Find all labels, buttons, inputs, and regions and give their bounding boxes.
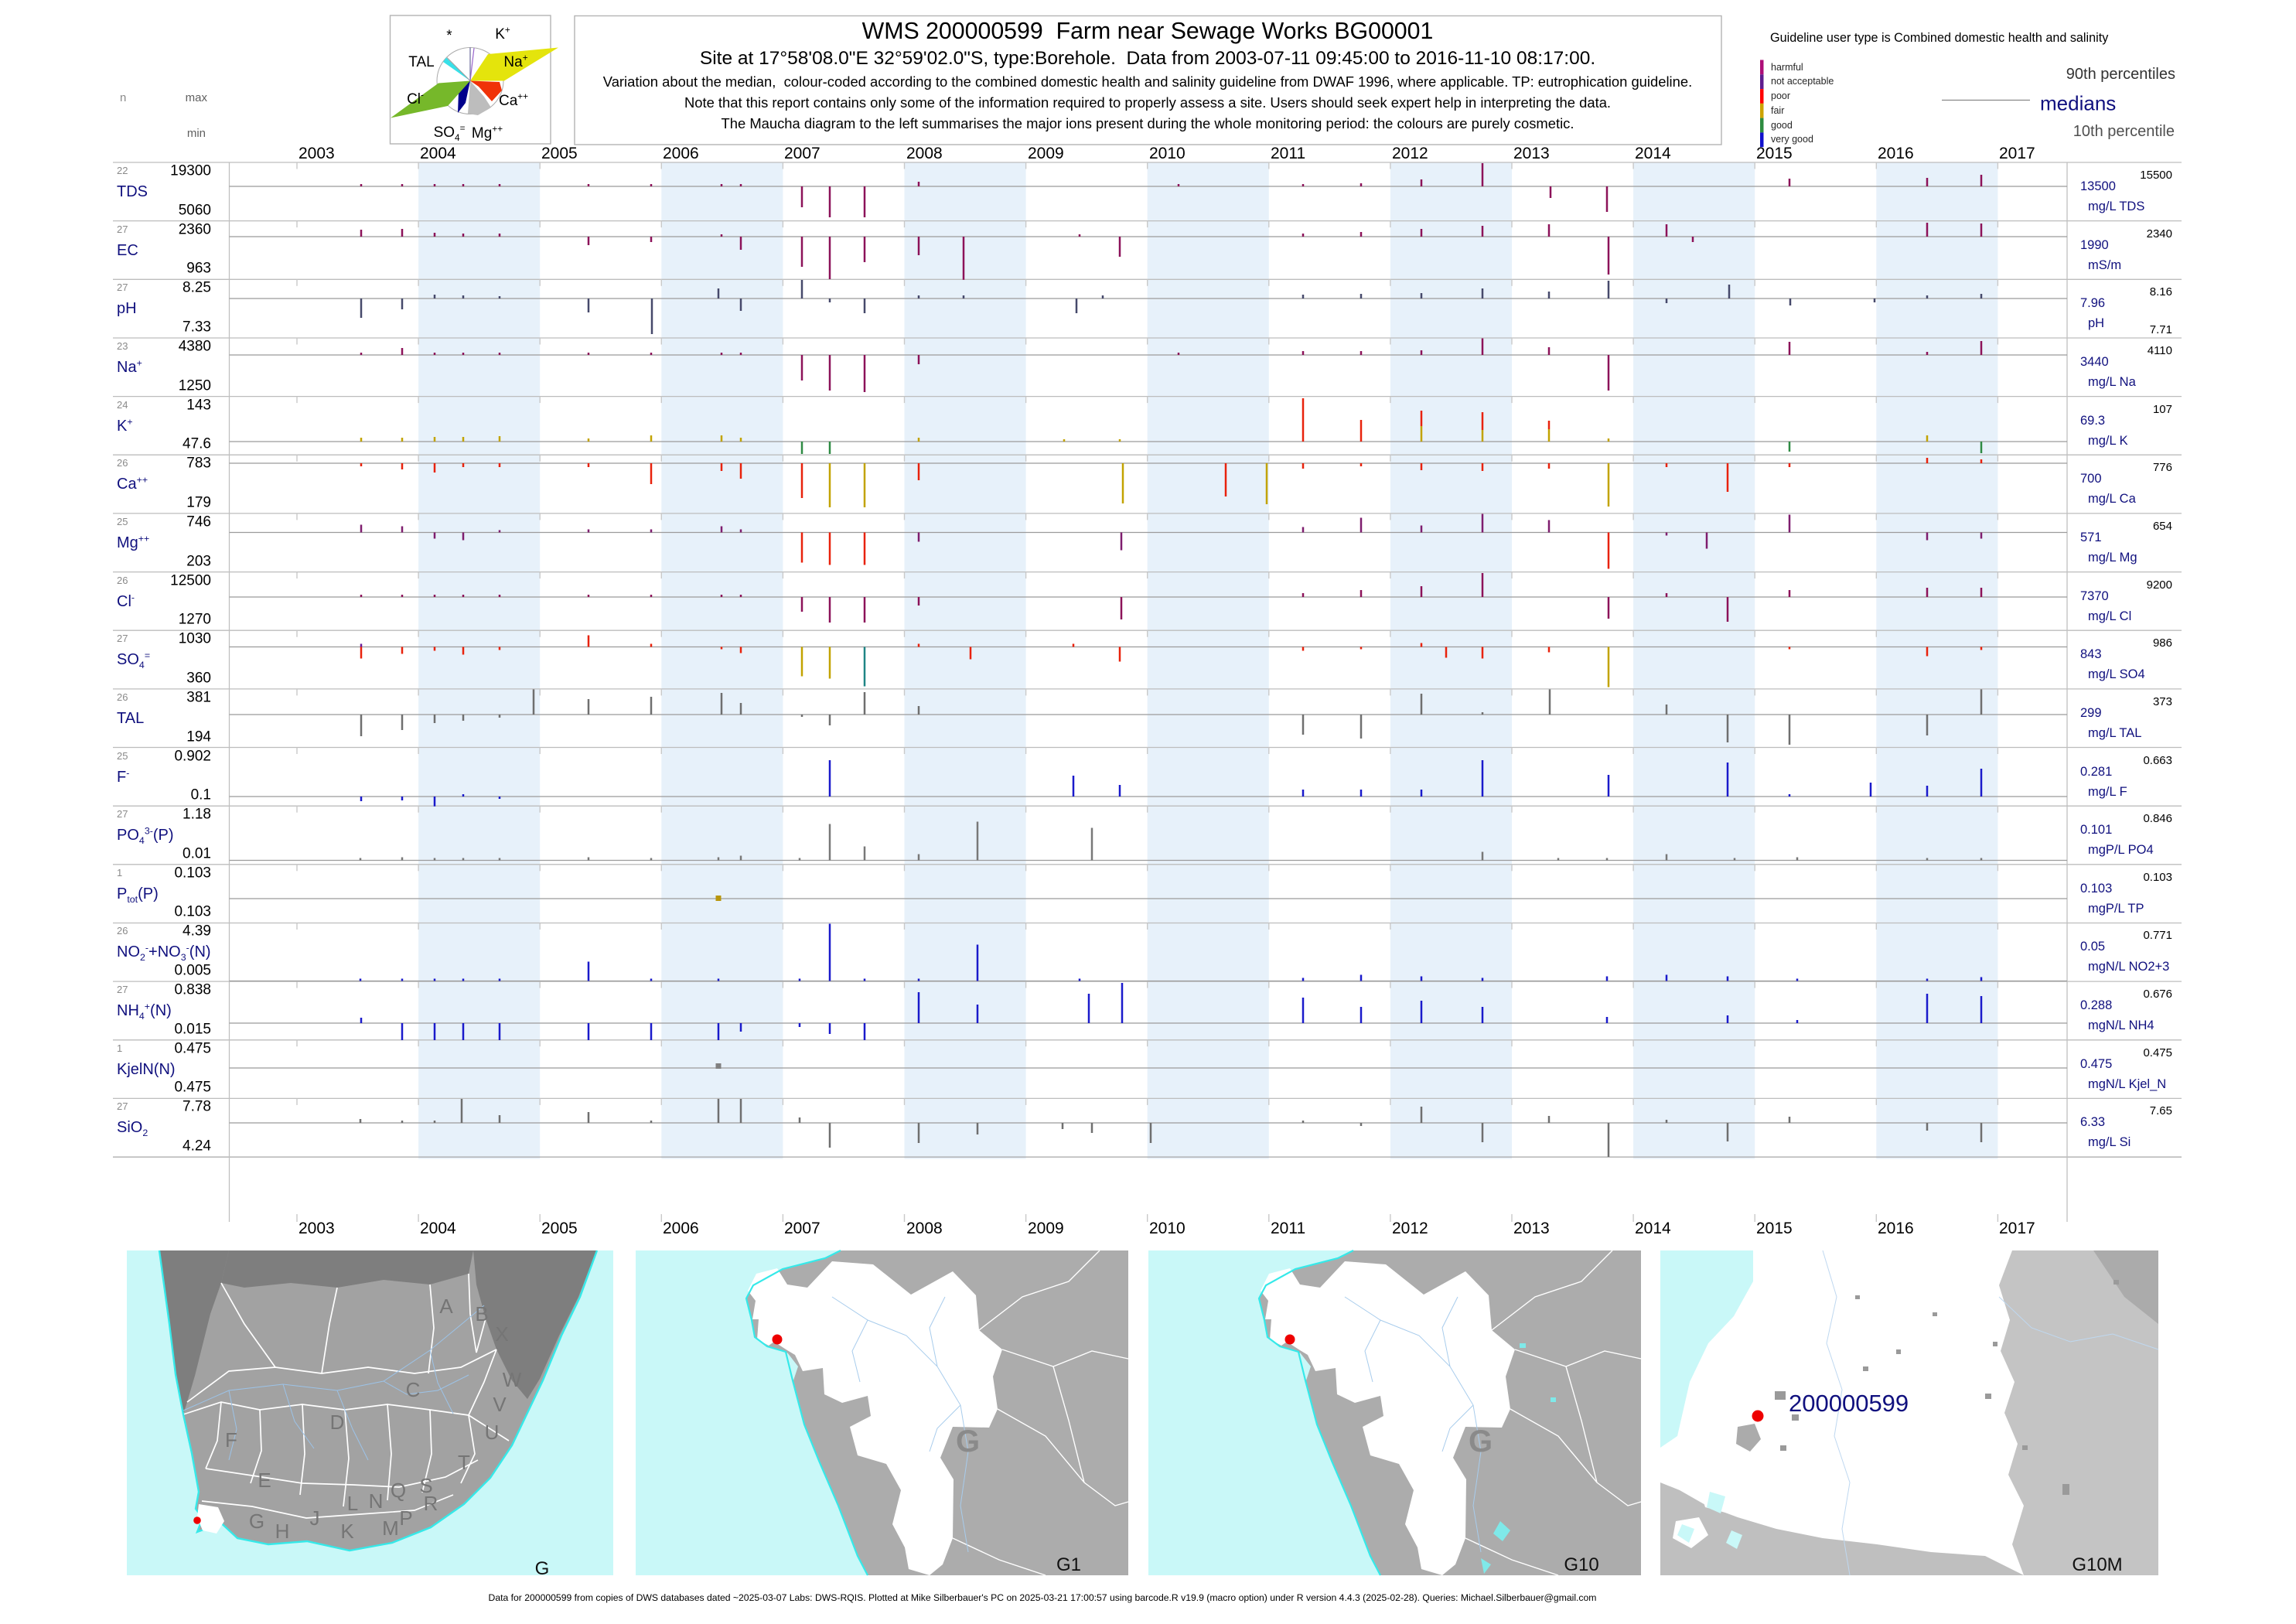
svg-text:G10: G10: [1564, 1554, 1598, 1575]
svg-text:L: L: [347, 1492, 358, 1515]
svg-text:X: X: [495, 1322, 508, 1346]
svg-text:G10M: G10M: [2072, 1554, 2122, 1575]
svg-text:G: G: [535, 1558, 550, 1579]
svg-text:Q: Q: [391, 1479, 406, 1502]
svg-text:H: H: [275, 1520, 290, 1543]
svg-text:A: A: [439, 1295, 453, 1318]
svg-text:S: S: [419, 1474, 432, 1497]
svg-text:K: K: [340, 1520, 354, 1543]
svg-text:J: J: [310, 1506, 320, 1530]
svg-text:F: F: [225, 1428, 237, 1452]
svg-text:C: C: [406, 1378, 421, 1401]
svg-text:M: M: [382, 1517, 399, 1540]
svg-text:200000599: 200000599: [1789, 1390, 1909, 1417]
svg-text:R: R: [424, 1492, 438, 1515]
svg-text:B: B: [475, 1302, 488, 1325]
svg-text:G1: G1: [1056, 1554, 1081, 1575]
svg-text:E: E: [258, 1469, 271, 1492]
svg-text:P: P: [399, 1506, 412, 1530]
svg-text:G: G: [956, 1424, 980, 1459]
svg-text:V: V: [493, 1393, 507, 1416]
svg-text:T: T: [458, 1451, 470, 1474]
svg-text:D: D: [330, 1411, 345, 1434]
svg-text:U: U: [485, 1421, 500, 1444]
svg-text:N: N: [369, 1489, 384, 1513]
svg-text:W: W: [503, 1368, 522, 1391]
svg-text:G: G: [1469, 1424, 1493, 1459]
svg-text:G: G: [249, 1510, 264, 1533]
